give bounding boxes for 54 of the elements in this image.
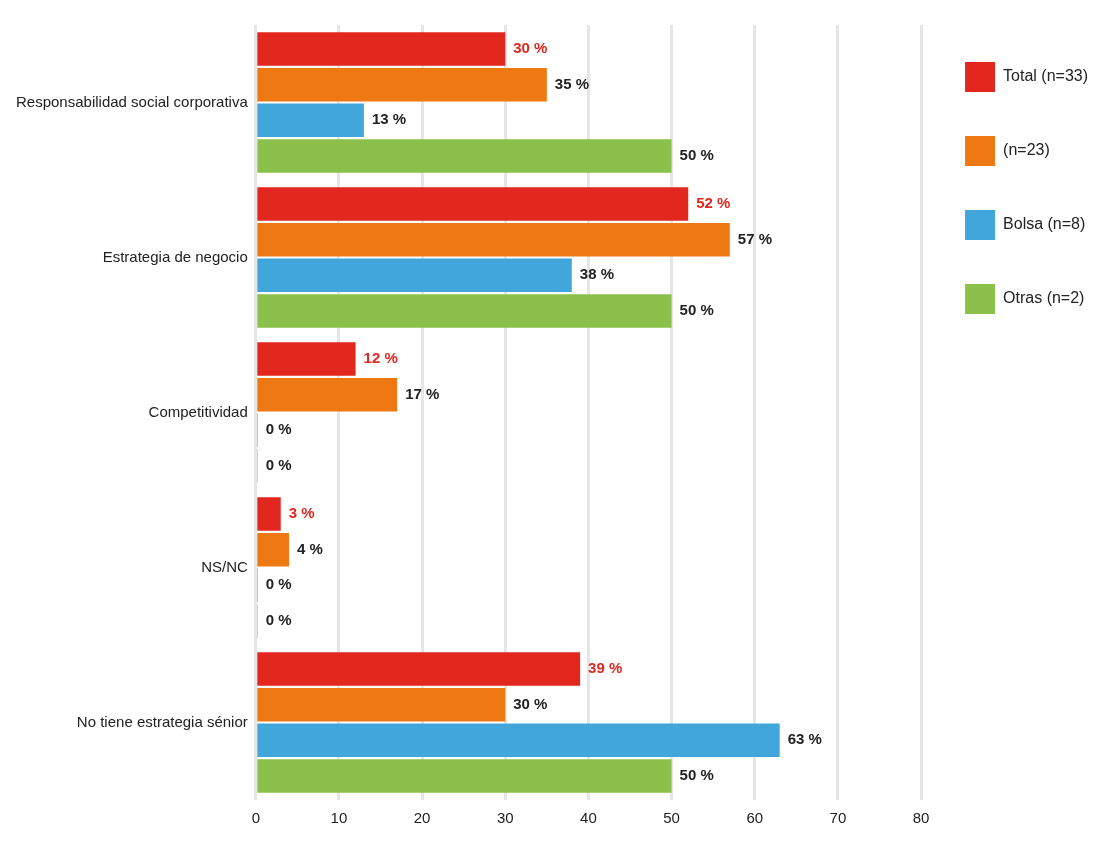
data-label: 13 %: [371, 110, 407, 128]
bar: [257, 32, 506, 66]
bar: [257, 103, 364, 138]
x-tick-label: 40: [580, 809, 597, 827]
data-label: 4 %: [297, 539, 323, 557]
legend-label: Total (n=33): [1003, 67, 1088, 85]
data-label: 0 %: [265, 575, 292, 593]
data-label: 3 %: [288, 504, 315, 522]
x-tick-label: 10: [330, 809, 348, 827]
data-label: 35 %: [554, 74, 590, 92]
bar: [257, 532, 290, 567]
x-tick-label: 50: [663, 809, 680, 827]
data-label: 0 %: [265, 456, 292, 474]
data-label: 12 %: [363, 349, 398, 367]
bar: [257, 687, 506, 722]
bar: [257, 342, 356, 376]
bar: [257, 139, 672, 173]
bar: [257, 723, 780, 758]
x-tick-label: 80: [912, 809, 930, 827]
bar: [257, 67, 547, 102]
data-label: 52 %: [696, 194, 731, 212]
bar: [257, 497, 281, 531]
data-label: 63 %: [787, 730, 822, 748]
legend-label: (n=23): [1003, 141, 1050, 159]
y-tick-label: Estrategia de negocio: [102, 247, 248, 265]
bar: [257, 652, 581, 686]
bar: [257, 759, 672, 793]
data-label: 30 %: [513, 39, 548, 57]
data-label: 0 %: [265, 420, 292, 438]
bar: [257, 377, 398, 412]
data-label: 50 %: [679, 146, 714, 164]
data-label: 30 %: [513, 694, 548, 712]
legend-label: Otras (n=2): [1003, 289, 1085, 307]
data-label: 50 %: [679, 766, 714, 784]
data-label: 57 %: [737, 229, 772, 247]
y-tick-label: NS/NC: [201, 557, 248, 575]
x-tick-label: 70: [829, 809, 847, 827]
bar: [257, 294, 672, 328]
y-tick-label: No tiene estrategia sénior: [76, 712, 248, 730]
bar: [257, 187, 689, 221]
x-tick-label: 0: [251, 809, 260, 827]
y-tick-label: Competitividad: [148, 402, 248, 420]
x-tick-label: 20: [413, 809, 431, 827]
x-tick-label: 30: [496, 809, 514, 827]
data-label: 38 %: [579, 265, 614, 283]
x-tick-label: 60: [746, 809, 764, 827]
bar: [257, 222, 730, 257]
bar: [257, 258, 572, 293]
data-label: 39 %: [588, 659, 623, 677]
data-label: 50 %: [679, 301, 714, 319]
y-tick-label: Responsabilidad social corporativa: [16, 92, 249, 110]
data-label: 0 %: [265, 611, 292, 629]
data-label: 17 %: [405, 384, 440, 402]
legend-label: Bolsa (n=8): [1003, 215, 1086, 233]
